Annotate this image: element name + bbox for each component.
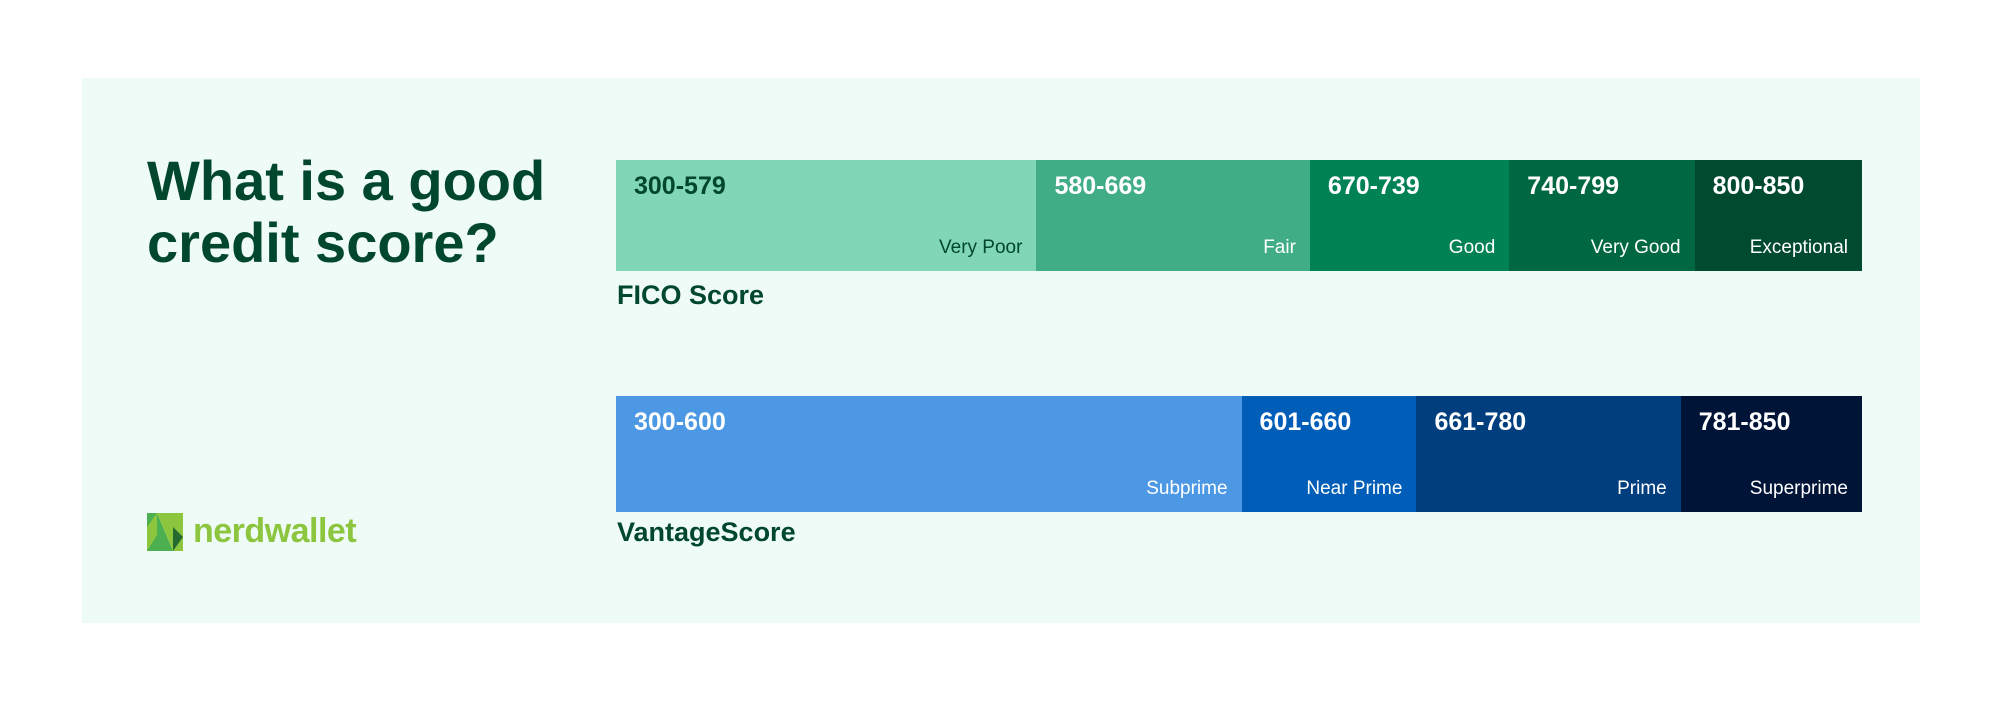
score-range-label: 580-669: [1054, 172, 1147, 200]
vantagescore-label: VantageScore: [617, 517, 796, 547]
brand-wordmark: nerdwallet: [193, 512, 357, 550]
score-category-label: Very Poor: [939, 237, 1023, 258]
vantagescore-bar: 300-600 Subprime 601-660 Near Prime 661-780 P…: [616, 396, 1862, 512]
score-category-label: Fair: [1263, 237, 1296, 258]
score-segment: 781-850 Superprime: [1680, 396, 1862, 512]
fico-score-label: FICO Score: [617, 280, 765, 310]
fico-score-bar: 300-579 Very Poor 580-669 Fair 670-739 Good 74…: [616, 160, 1862, 271]
score-range-label: 300-579: [634, 172, 726, 200]
score-range-label: 740-799: [1527, 172, 1620, 200]
score-category-label: Near Prime: [1306, 478, 1403, 499]
score-range-label: 800-850: [1712, 172, 1805, 200]
score-segment: 740-799 Very Good: [1509, 160, 1695, 271]
score-range-label: 661-780: [1434, 408, 1527, 436]
score-segment: 601-660 Near Prime: [1241, 396, 1417, 512]
score-segment: 661-780 Prime: [1416, 396, 1681, 512]
nerdwallet-n-icon: [147, 512, 183, 551]
score-segment: 300-600 Subprime: [616, 396, 1242, 512]
score-category-label: Prime: [1617, 478, 1667, 499]
score-segment: 800-850 Exceptional: [1694, 160, 1862, 271]
score-category-label: Good: [1448, 237, 1496, 258]
score-range-label: 601-660: [1259, 408, 1352, 436]
score-category-label: Exceptional: [1749, 237, 1848, 258]
score-category-label: Very Good: [1590, 237, 1681, 258]
score-range-label: 781-850: [1698, 408, 1791, 436]
page-title: What is a good credit score?: [147, 149, 546, 274]
score-range-label: 300-600: [634, 408, 726, 436]
score-segment: 300-579 Very Poor: [616, 160, 1037, 271]
score-segment: 580-669 Fair: [1036, 160, 1310, 271]
nerdwallet-logo: nerdwallet: [147, 512, 357, 551]
score-category-label: Subprime: [1146, 478, 1228, 499]
score-range-label: 670-739: [1327, 172, 1420, 200]
score-category-label: Superprime: [1749, 478, 1848, 499]
score-segment: 670-739 Good: [1309, 160, 1510, 271]
